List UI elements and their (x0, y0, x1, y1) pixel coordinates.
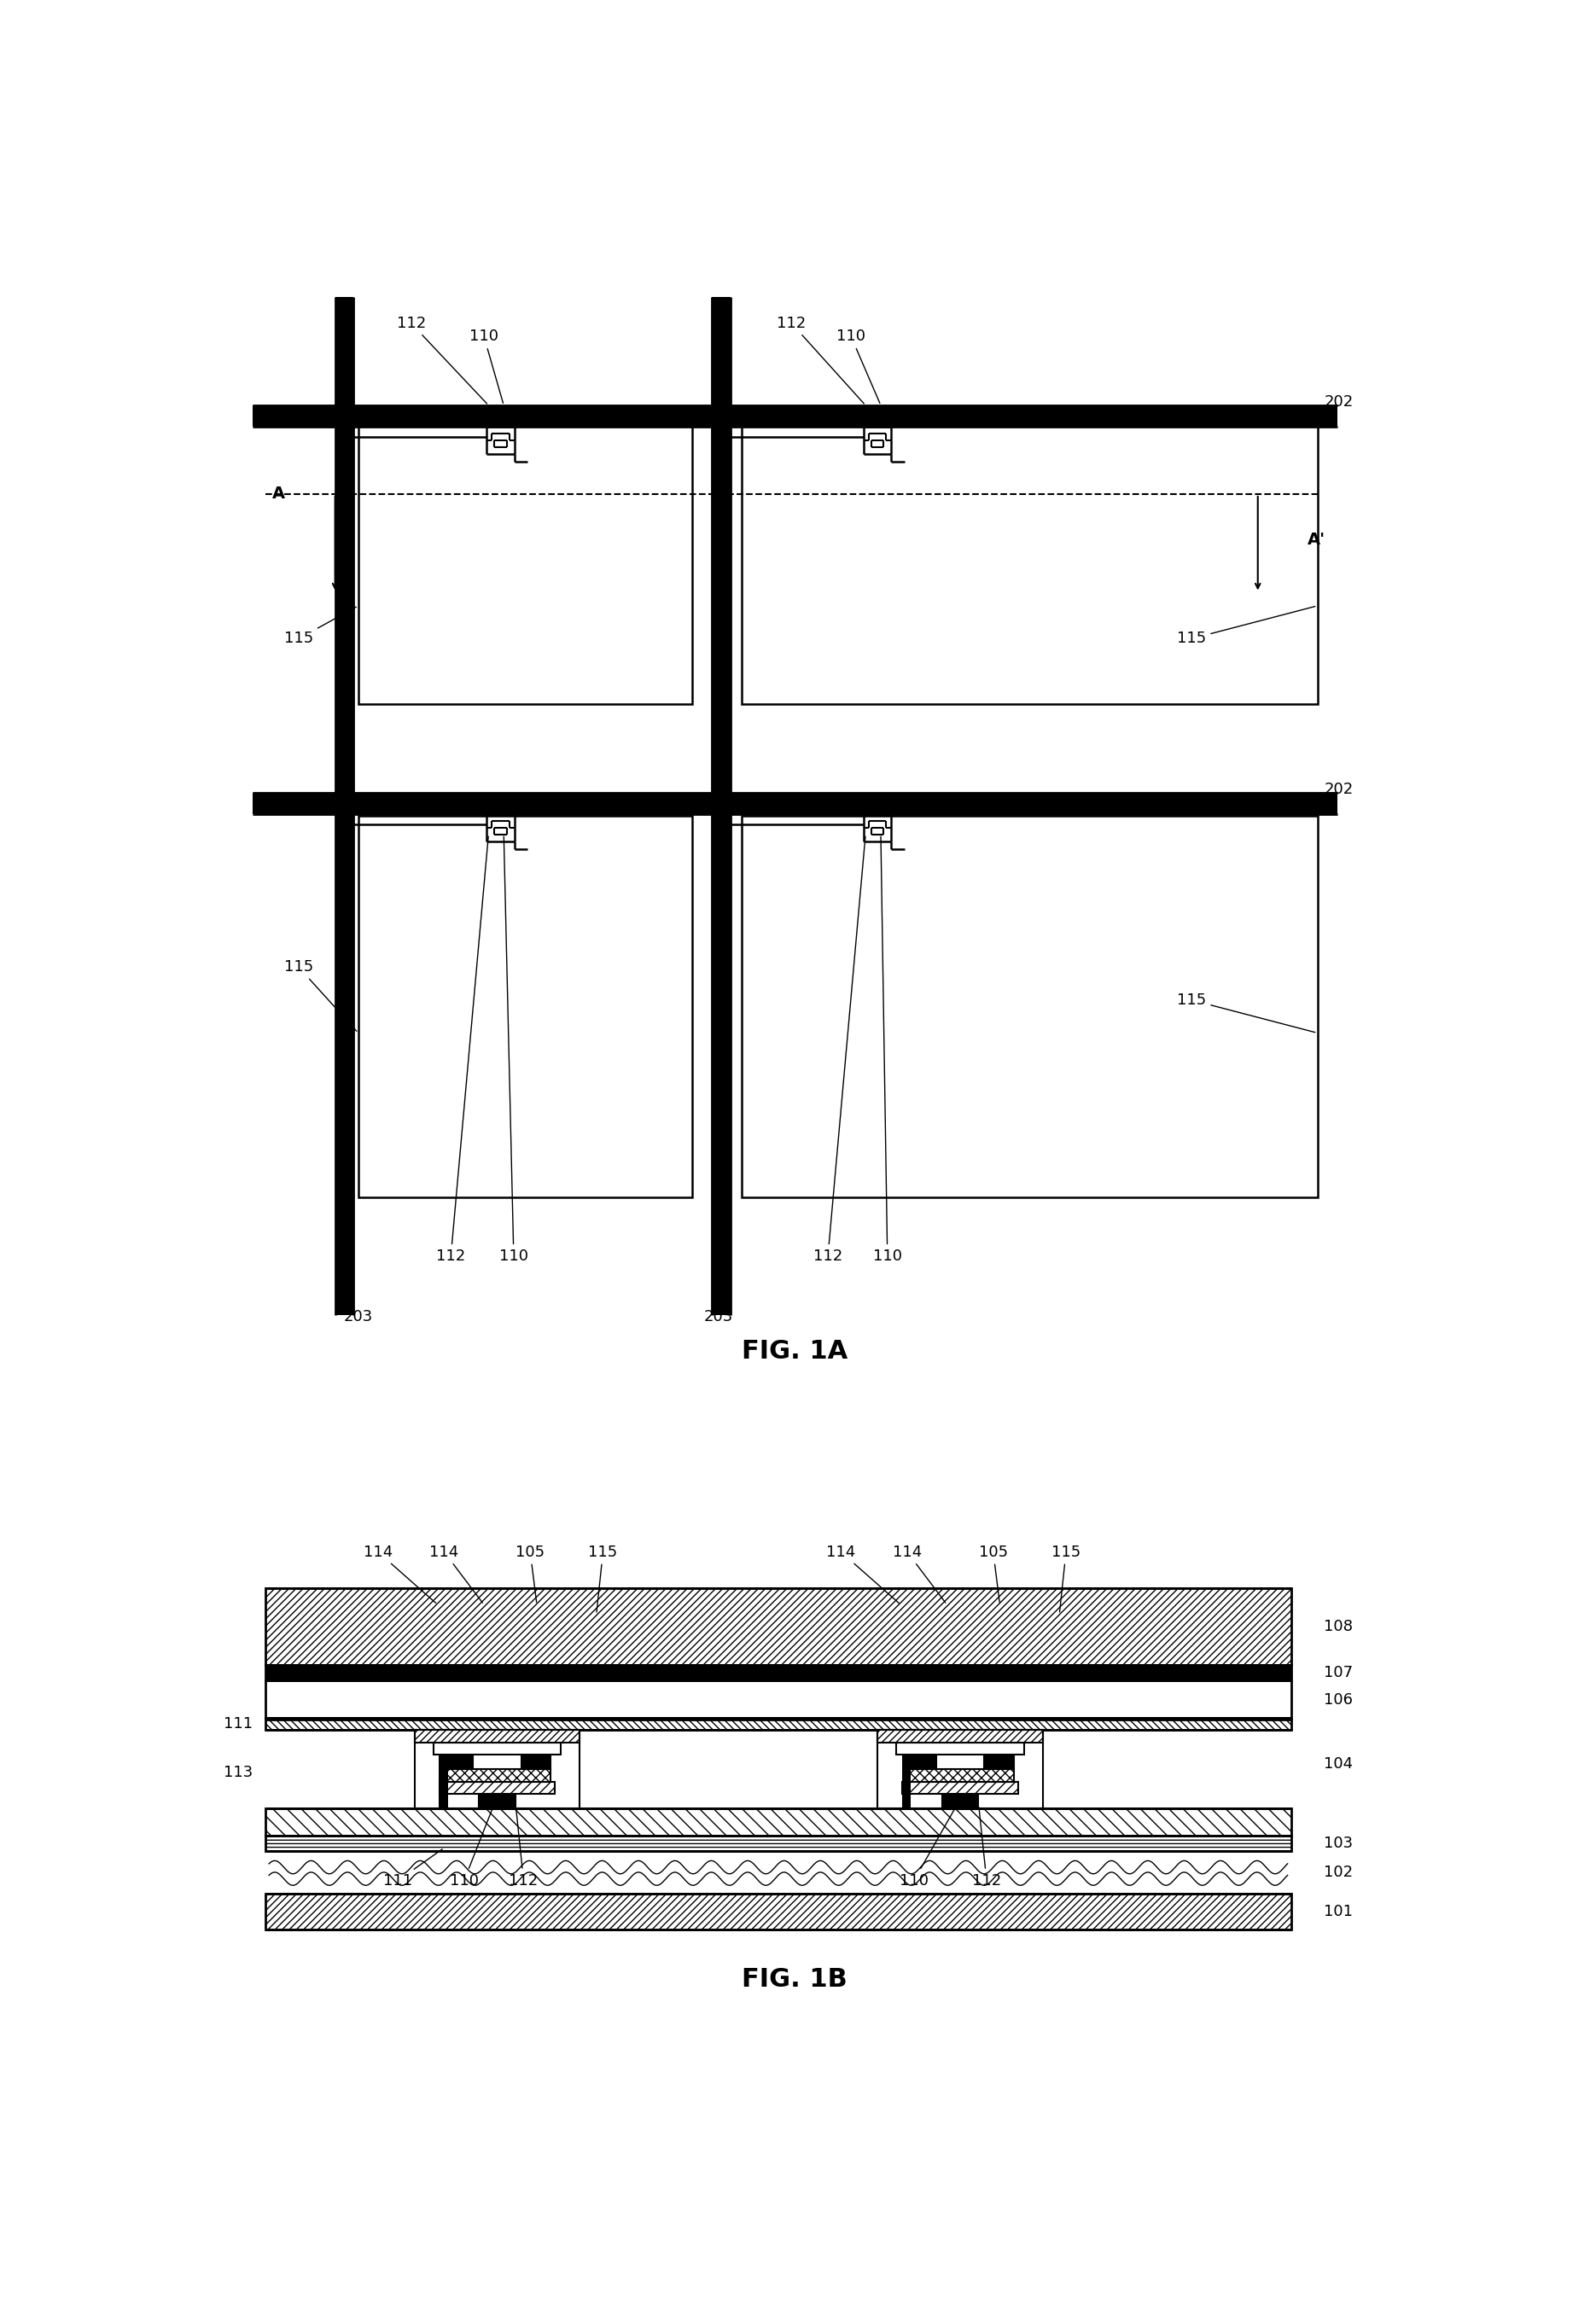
Bar (479, 1793, 516, 1809)
Bar (265, 1664, 1291, 1680)
Text: 202: 202 (1325, 781, 1353, 798)
Bar (434, 1743, 560, 1754)
Bar (415, 1729, 579, 1743)
Bar (985, 1754, 1013, 1768)
Text: 110: 110 (500, 837, 528, 1263)
Bar (265, 1717, 1291, 1729)
Text: 112: 112 (777, 316, 863, 403)
Bar (439, 1754, 448, 1809)
Text: 112: 112 (436, 837, 488, 1263)
Bar (742, 816, 1317, 1196)
Text: 101: 101 (1325, 1904, 1353, 1920)
Text: 115: 115 (284, 606, 356, 645)
Text: 102: 102 (1325, 1865, 1353, 1881)
Bar (902, 1754, 911, 1809)
Bar (252, 406, 1337, 426)
Bar (335, 297, 354, 1316)
Text: 115: 115 (1052, 1544, 1080, 1611)
Text: 114: 114 (892, 1544, 945, 1602)
Text: 115: 115 (589, 1544, 618, 1611)
Bar (742, 422, 1317, 705)
Text: 112: 112 (396, 316, 487, 403)
Text: 106: 106 (1325, 1692, 1353, 1708)
Text: FIG. 1A: FIG. 1A (742, 1339, 847, 1365)
Text: 115: 115 (1178, 606, 1315, 645)
Bar (522, 1754, 551, 1768)
Text: 115: 115 (284, 959, 356, 1030)
Text: 110: 110 (450, 1807, 493, 1888)
Text: 112: 112 (972, 1807, 1001, 1888)
Bar (902, 1782, 1018, 1793)
Bar (265, 1835, 1291, 1851)
Text: 114: 114 (429, 1544, 482, 1602)
Text: 104: 104 (1325, 1756, 1353, 1773)
Bar (265, 1588, 1291, 1664)
Text: 115: 115 (1178, 993, 1315, 1033)
Bar (878, 1729, 1042, 1743)
Text: 110: 110 (469, 330, 503, 403)
Bar (444, 1754, 472, 1768)
Text: 110: 110 (900, 1807, 956, 1888)
Text: A': A' (1307, 532, 1325, 549)
Text: A: A (273, 486, 286, 502)
Text: 110: 110 (873, 837, 902, 1263)
Text: 103: 103 (1325, 1835, 1353, 1851)
Text: 202: 202 (1325, 394, 1353, 410)
Bar (358, 816, 693, 1196)
Text: 110: 110 (836, 330, 879, 403)
Text: 108: 108 (1325, 1618, 1353, 1634)
Text: 203: 203 (343, 1309, 373, 1325)
Text: 107: 107 (1325, 1664, 1353, 1680)
Bar (265, 1809, 1291, 1835)
Bar (712, 297, 731, 1316)
Text: 105: 105 (516, 1544, 544, 1602)
Text: 114: 114 (827, 1544, 899, 1602)
Bar (907, 1768, 1013, 1782)
Text: 112: 112 (509, 1807, 538, 1888)
Text: 105: 105 (978, 1544, 1007, 1602)
Bar (897, 1743, 1023, 1754)
Text: 111: 111 (383, 1849, 442, 1888)
Bar (358, 422, 693, 705)
Text: 113: 113 (223, 1766, 252, 1779)
Text: 112: 112 (814, 837, 865, 1263)
Bar (907, 1754, 937, 1768)
Bar (942, 1793, 978, 1809)
Text: FIG. 1B: FIG. 1B (742, 1966, 847, 1992)
Text: 203: 203 (704, 1309, 733, 1325)
Bar (252, 793, 1337, 814)
Text: 111: 111 (223, 1715, 252, 1731)
Bar (444, 1768, 551, 1782)
Bar (439, 1782, 555, 1793)
Bar (265, 1895, 1291, 1929)
Text: 114: 114 (364, 1544, 436, 1602)
